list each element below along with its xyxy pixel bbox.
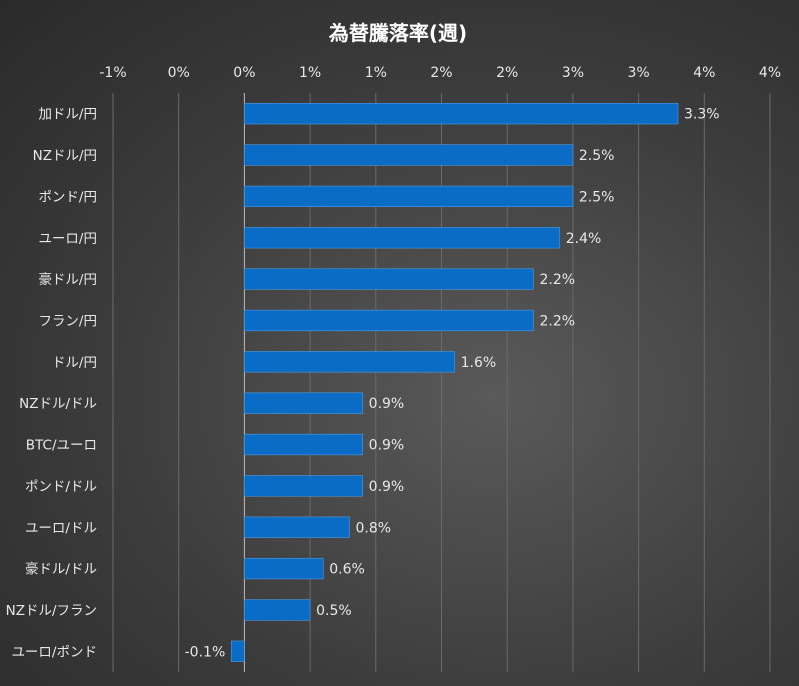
category-label: ドル/円 <box>52 355 97 371</box>
data-label: 2.2% <box>539 313 575 329</box>
data-labels: 3.3% 2.5% 2.5% 2.4% 2.2% 2.2% 1.6% 0.9% 0.9% 0.9%… <box>185 107 720 661</box>
x-tick-label: 2% <box>496 65 518 81</box>
x-tick-label: 1% <box>365 65 387 81</box>
category-label: NZドル/フラン <box>6 603 97 619</box>
category-label: 豪ドル/ドル <box>25 562 97 578</box>
data-label: 0.5% <box>316 603 352 619</box>
x-tick-label: 3% <box>562 65 584 81</box>
bar <box>244 599 311 621</box>
bar <box>244 227 561 249</box>
category-label: フラン/円 <box>38 313 97 329</box>
data-label: 0.9% <box>369 396 405 412</box>
data-label: 2.5% <box>579 148 615 164</box>
x-tick-label: 1% <box>299 65 321 81</box>
data-label: 2.4% <box>566 231 602 247</box>
bar <box>244 268 534 290</box>
bar <box>244 516 350 538</box>
bar <box>244 309 534 332</box>
category-label: ユーロ/ドル <box>25 520 97 536</box>
x-tick-label: 0% <box>168 65 190 81</box>
bar <box>244 351 455 373</box>
x-tick-label: 2% <box>430 65 452 81</box>
bar <box>244 392 363 414</box>
data-label: -0.1% <box>185 644 226 660</box>
data-label: 2.2% <box>539 272 575 288</box>
gridlines <box>112 93 771 672</box>
x-tick-label: 3% <box>627 65 649 81</box>
x-tick-label: 4% <box>693 65 715 81</box>
bar <box>244 557 324 580</box>
category-label: BTC/ユーロ <box>26 438 97 454</box>
category-label: 加ドル/円 <box>38 107 97 123</box>
data-label: 0.9% <box>369 438 405 454</box>
bars <box>230 103 679 662</box>
bar <box>244 144 574 166</box>
data-label: 3.3% <box>684 107 720 123</box>
x-tick-label: 4% <box>759 65 781 81</box>
category-label: 豪ドル/円 <box>38 272 97 288</box>
bar <box>244 185 574 208</box>
category-label: ポンド/円 <box>38 189 97 205</box>
category-label: ポンド/ドル <box>25 479 97 495</box>
category-label: NZドル/円 <box>33 148 97 164</box>
data-label: 0.6% <box>329 562 365 578</box>
x-tick-label: -1% <box>99 65 126 81</box>
data-label: 0.9% <box>369 479 405 495</box>
category-label: ユーロ/ポンド <box>11 644 97 660</box>
bar <box>230 640 245 662</box>
data-label: 2.5% <box>579 189 615 205</box>
bar <box>244 433 363 456</box>
chart-title: 為替騰落率(週) <box>329 21 467 45</box>
x-tick-label: 0% <box>233 65 255 81</box>
category-label: ユーロ/円 <box>38 231 97 247</box>
data-label: 1.6% <box>461 355 497 371</box>
bar <box>244 103 679 125</box>
x-axis-tick-labels: -1% 0% 0% 1% 1% 2% 2% 3% 3% 4% 4% <box>99 65 781 81</box>
category-label: NZドル/ドル <box>19 396 97 412</box>
bar <box>244 475 363 497</box>
data-label: 0.8% <box>356 520 392 536</box>
